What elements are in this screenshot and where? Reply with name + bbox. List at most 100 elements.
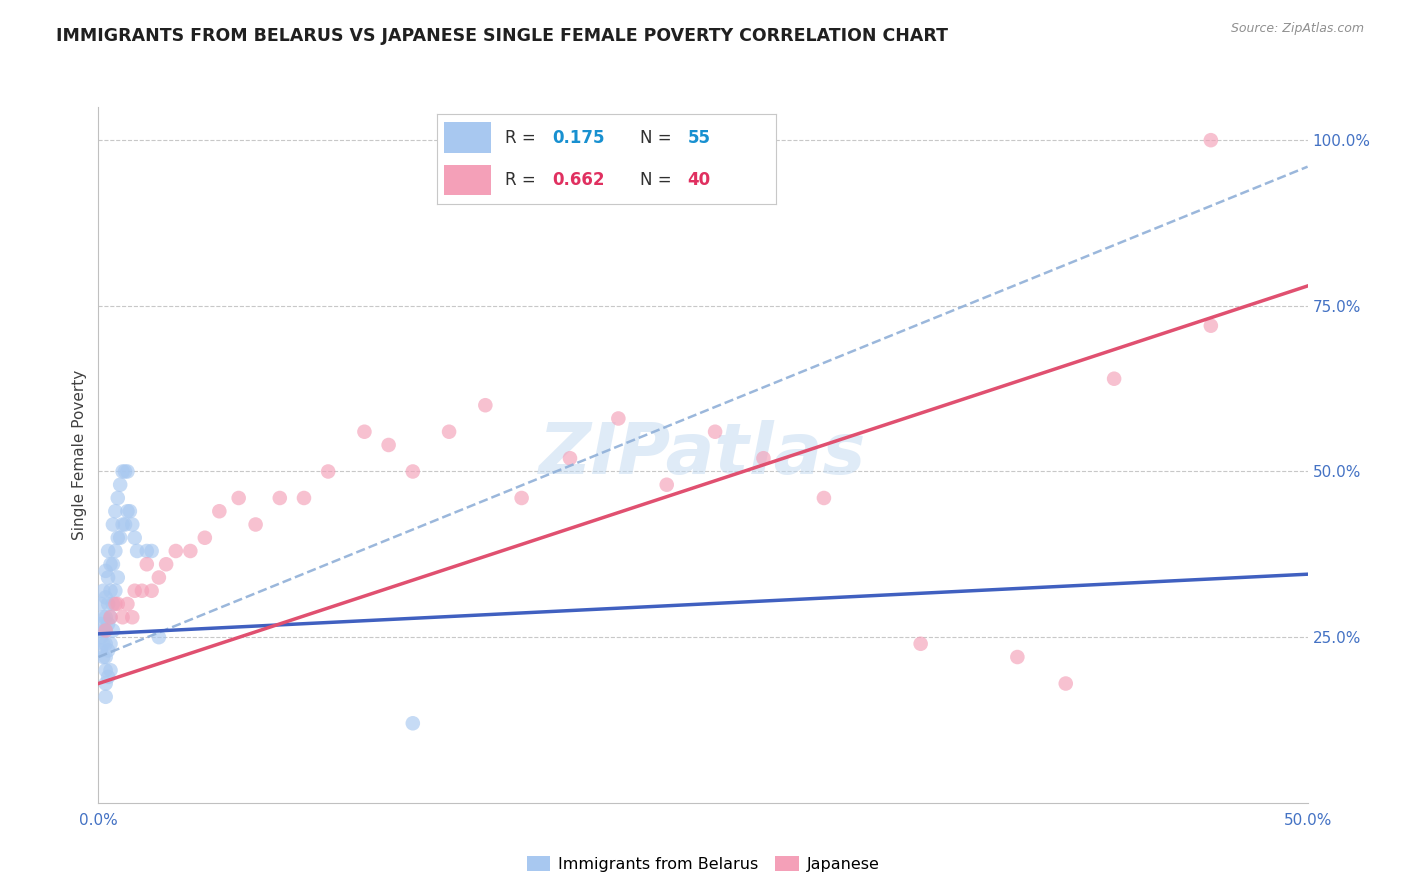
Point — [108, 477, 131, 491]
Point — [101, 517, 124, 532]
Point — [107, 597, 129, 611]
Point — [117, 465, 139, 479]
Point — [121, 517, 143, 532]
Legend: Immigrants from Belarus, Japanese: Immigrants from Belarus, Japanese — [520, 850, 886, 879]
Point — [655, 477, 678, 491]
Point — [208, 504, 231, 518]
Point — [94, 650, 117, 665]
Point — [752, 451, 775, 466]
Point — [910, 637, 932, 651]
Point — [100, 610, 122, 624]
Point — [124, 531, 146, 545]
Point — [135, 544, 157, 558]
Point — [94, 690, 117, 704]
Point — [474, 398, 496, 412]
Point — [148, 630, 170, 644]
Point — [114, 517, 136, 532]
Point — [141, 583, 163, 598]
Point — [91, 610, 114, 624]
Point — [131, 583, 153, 598]
Point — [1199, 133, 1222, 147]
Point — [353, 425, 375, 439]
Point — [107, 531, 129, 545]
Point — [94, 624, 117, 638]
Point — [155, 558, 177, 572]
Point — [111, 465, 134, 479]
Point — [117, 597, 139, 611]
Text: IMMIGRANTS FROM BELARUS VS JAPANESE SINGLE FEMALE POVERTY CORRELATION CHART: IMMIGRANTS FROM BELARUS VS JAPANESE SING… — [56, 27, 948, 45]
Point — [135, 558, 157, 572]
Point — [90, 597, 112, 611]
Point — [437, 425, 460, 439]
Point — [292, 491, 315, 505]
Point — [1102, 372, 1125, 386]
Point — [179, 544, 201, 558]
Point — [100, 558, 122, 572]
Point — [94, 624, 117, 638]
Point — [104, 544, 127, 558]
Point — [402, 465, 425, 479]
Point — [194, 531, 217, 545]
Point — [90, 616, 112, 631]
Point — [94, 637, 117, 651]
Point — [97, 597, 120, 611]
Point — [100, 583, 122, 598]
Point — [101, 558, 124, 572]
Point — [245, 517, 267, 532]
Point — [377, 438, 399, 452]
Point — [94, 610, 117, 624]
Point — [104, 583, 127, 598]
Point — [1054, 676, 1077, 690]
Point — [141, 544, 163, 558]
Text: ZIPatlas: ZIPatlas — [540, 420, 866, 490]
Point — [1007, 650, 1029, 665]
Point — [94, 663, 117, 677]
Point — [148, 570, 170, 584]
Point — [121, 610, 143, 624]
Point — [91, 650, 114, 665]
Point — [104, 597, 127, 611]
Point — [108, 531, 131, 545]
Point — [107, 491, 129, 505]
Point — [97, 670, 120, 684]
Point — [97, 570, 120, 584]
Point — [118, 504, 141, 518]
Point — [91, 637, 114, 651]
Point — [100, 663, 122, 677]
Point — [100, 637, 122, 651]
Point — [90, 643, 112, 657]
Point — [107, 570, 129, 584]
Point — [127, 544, 149, 558]
Point — [124, 583, 146, 598]
Point — [813, 491, 835, 505]
Point — [111, 610, 134, 624]
Point — [94, 591, 117, 605]
Point — [104, 504, 127, 518]
Point — [91, 624, 114, 638]
Point — [101, 597, 124, 611]
Point — [269, 491, 291, 505]
Point — [165, 544, 187, 558]
Point — [1199, 318, 1222, 333]
Point — [97, 643, 120, 657]
Point — [114, 465, 136, 479]
Point — [111, 517, 134, 532]
Point — [316, 465, 339, 479]
Point — [94, 676, 117, 690]
Point — [97, 544, 120, 558]
Point — [91, 583, 114, 598]
Point — [510, 491, 533, 505]
Y-axis label: Single Female Poverty: Single Female Poverty — [72, 370, 87, 540]
Point — [228, 491, 250, 505]
Point — [117, 504, 139, 518]
Point — [704, 425, 727, 439]
Text: Source: ZipAtlas.com: Source: ZipAtlas.com — [1230, 22, 1364, 36]
Point — [97, 616, 120, 631]
Point — [90, 630, 112, 644]
Point — [558, 451, 581, 466]
Point — [402, 716, 425, 731]
Point — [100, 610, 122, 624]
Point — [101, 624, 124, 638]
Point — [94, 564, 117, 578]
Point — [607, 411, 630, 425]
